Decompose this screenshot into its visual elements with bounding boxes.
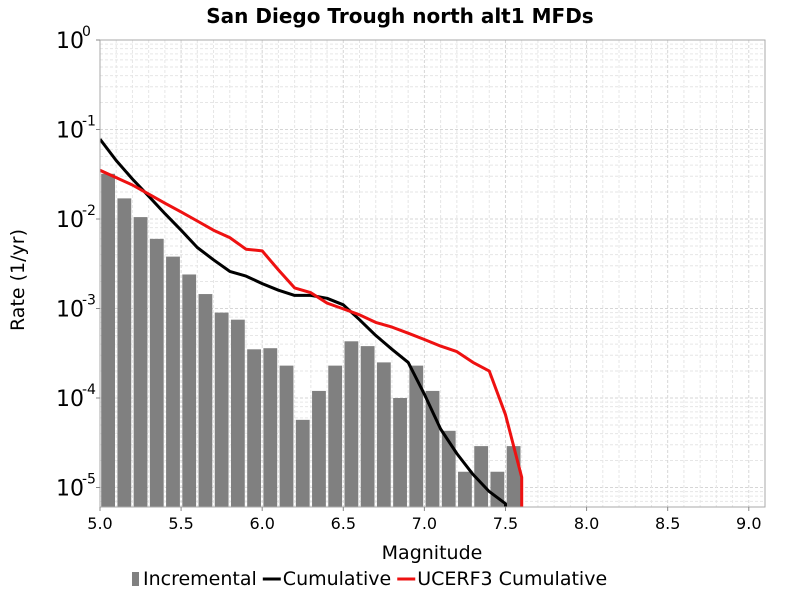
y-tick-label: 10 [56,387,84,412]
y-tick-label: 10 [56,29,84,54]
incremental-bar [198,294,213,507]
y-tick-label: 10 [56,298,84,323]
x-tick-label: 7.5 [493,514,518,533]
grid-lines [99,39,765,507]
y-tick-exponent: 0 [82,24,91,40]
x-tick-label: 7.0 [412,514,437,533]
x-tick-label: 8.0 [574,514,599,533]
legend-swatch [132,572,139,586]
incremental-bar [490,471,505,507]
incremental-bar [182,274,197,507]
incremental-bar [295,419,310,507]
x-tick-label: 6.5 [331,514,356,533]
y-tick-exponent: -1 [82,114,96,130]
y-tick-exponent: -2 [82,203,96,219]
cumulative-line [100,138,507,507]
incremental-bar [263,348,278,507]
incremental-bar [279,365,294,507]
incremental-bar [328,365,343,507]
legend-item: Cumulative [262,568,391,590]
plot-border [99,39,766,508]
y-tick-exponent: -4 [82,382,96,398]
incremental-bar [506,446,521,507]
incremental-bar [214,312,229,507]
cumulative-lines [100,138,524,507]
incremental-bar [312,390,326,507]
y-axis-label: Rate (1/yr) [7,229,29,331]
legend-label: Incremental [143,568,257,590]
y-tick-label: 10 [56,208,84,233]
incremental-bar [409,365,424,507]
chart-title: San Diego Trough north alt1 MFDs [206,4,593,28]
incremental-bar [166,256,180,507]
x-tick-label: 9.0 [736,514,761,533]
ucerf3-cumulative-line [100,168,524,507]
y-tick-label: 10 [56,477,84,502]
incremental-bar [101,173,116,507]
y-tick-exponent: -3 [82,293,96,309]
legend-label: Cumulative [283,568,391,590]
x-tick-label: 5.5 [168,514,193,533]
x-tick-label: 5.0 [87,514,112,533]
incremental-bar [344,341,359,507]
legend-item: Incremental [132,568,257,590]
incremental-bar [441,430,456,507]
incremental-bar [458,471,472,507]
incremental-bar [117,198,132,507]
incremental-bar [376,362,391,507]
incremental-bar [360,346,375,507]
y-tick-exponent: -5 [82,472,96,488]
legend-item: UCERF3 Cumulative [397,568,607,590]
x-tick-label: 8.5 [655,514,680,533]
incremental-bar [474,446,489,507]
incremental-bar [230,319,245,507]
incremental-bar [149,238,164,507]
legend: Incremental Cumulative UCERF3 Cumulative [132,568,607,590]
x-tick-label: 6.0 [249,514,274,533]
y-tick-label: 10 [56,119,84,144]
x-axis-ticks: 5.0 5.5 6.0 6.5 7.0 7.5 8.0 8.5 9.0 [87,507,762,533]
legend-label: UCERF3 Cumulative [417,568,607,590]
incremental-bar [133,217,148,507]
incremental-bar [393,398,407,507]
x-axis-label: Magnitude [382,542,483,564]
incremental-bar [247,349,261,507]
